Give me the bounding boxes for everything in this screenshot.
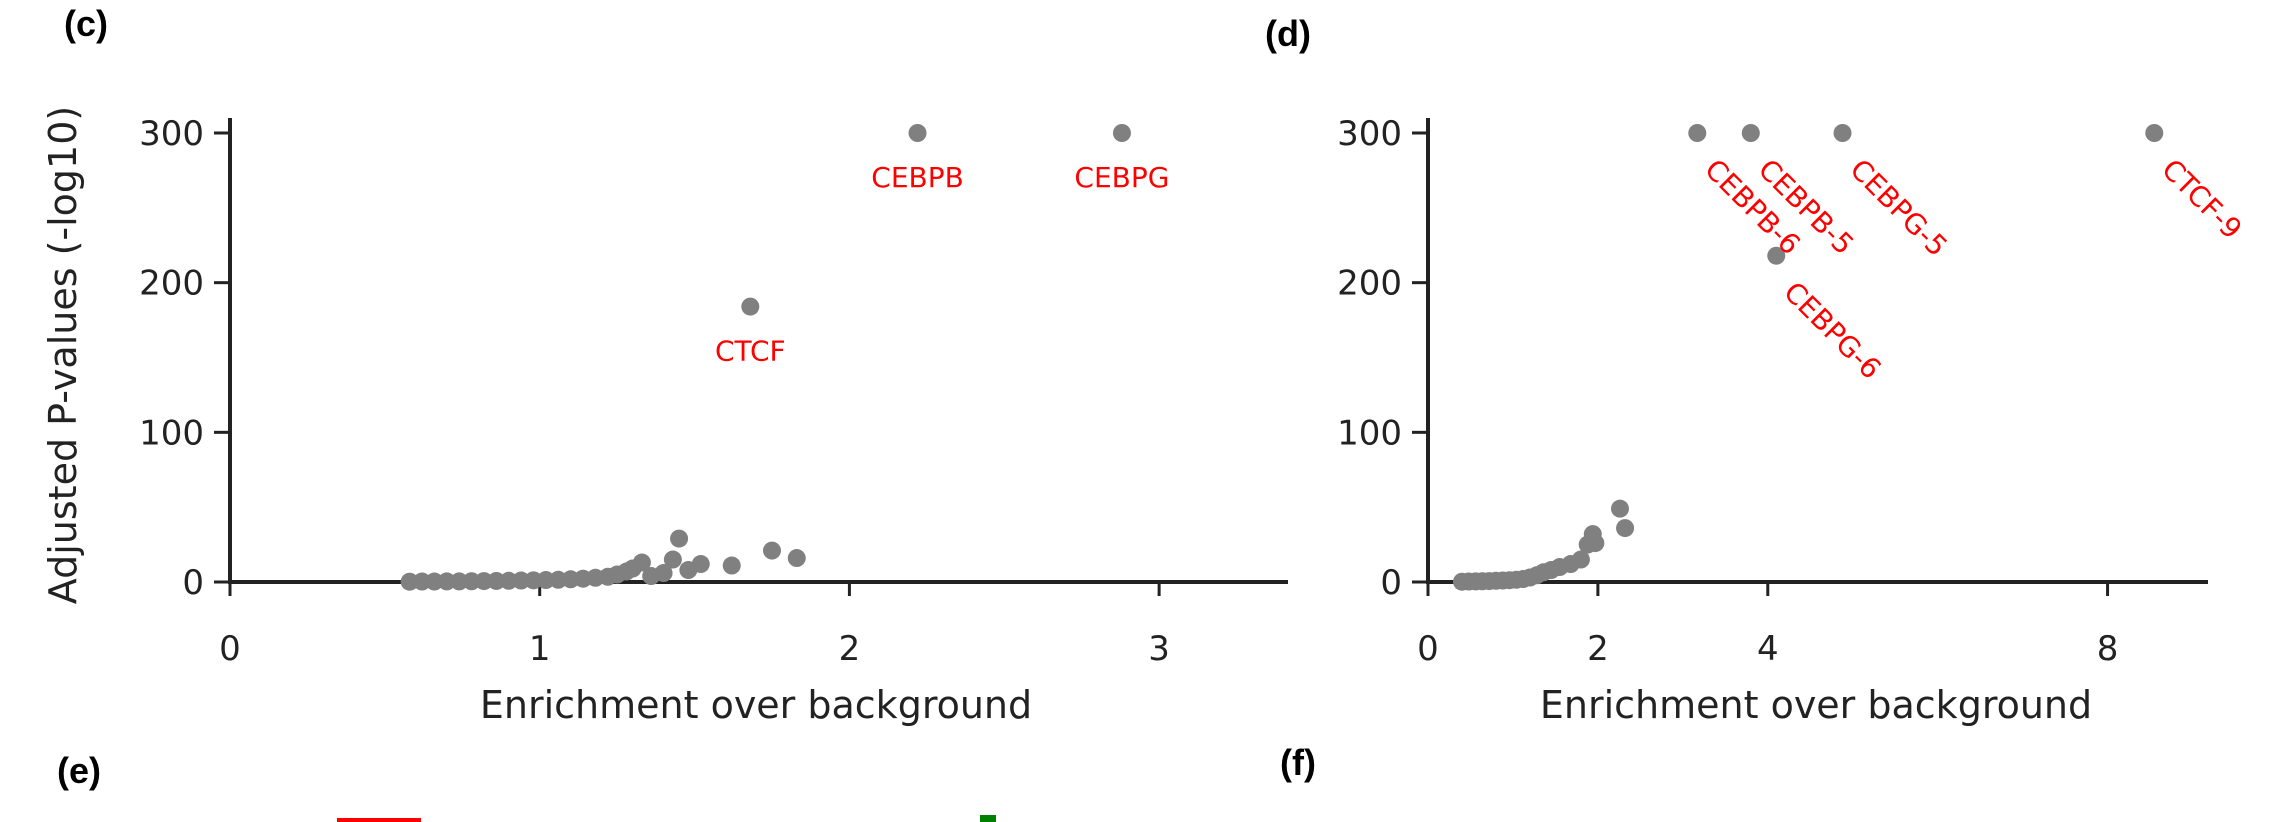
y-tick-label-c-0: 0 [182,563,204,603]
annotation-c-cebpg: CEBPG [1074,161,1169,194]
x-tick-label-d-1: 2 [1587,629,1609,669]
y-axis-title-c: Adjusted P-values (-log10) [41,106,85,604]
panel-label-d: (d) [1265,13,1311,54]
data-point-c-32 [1112,124,1131,142]
data-point-d-19 [1586,534,1605,553]
y-tick-label-c-3: 300 [139,114,204,154]
data-point-d-26 [2145,124,2164,142]
x-axis-title-d: Enrichment over background [1540,683,2092,727]
data-point-c-9 [512,571,531,590]
data-point-c-23 [663,550,682,569]
x-tick-label-d-3: 8 [2097,629,2119,669]
data-point-d-21 [1616,519,1635,538]
data-point-c-30 [787,549,806,568]
data-point-c-1 [413,572,432,591]
annotation-d-cebpg-5: CEBPG-5 [1844,153,1954,263]
data-point-c-29 [762,541,781,560]
annotation-c-cebpb: CEBPB [871,161,964,194]
data-point-d-22 [1688,124,1707,142]
data-point-d-24 [1767,246,1786,265]
legend-mark-green [980,815,996,822]
data-point-c-6 [474,572,493,591]
data-point-c-28 [741,297,760,316]
data-point-d-23 [1741,124,1760,142]
y-tick-label-d-0: 0 [1380,563,1402,603]
data-point-d-20 [1610,499,1629,518]
data-point-c-0 [400,572,419,591]
y-tick-label-d-2: 200 [1337,264,1402,304]
x-tick-label-c-1: 1 [529,629,551,669]
data-point-c-4 [450,572,469,591]
x-tick-label-c-2: 2 [839,629,861,669]
data-point-c-7 [487,571,506,590]
data-point-c-22 [654,564,673,583]
data-point-c-24 [670,529,689,548]
x-tick-label-d-2: 4 [1757,629,1779,669]
data-point-d-16 [1571,550,1590,569]
panel-label-e: (e) [57,750,101,791]
data-point-c-31 [908,124,927,142]
y-tick-label-d-3: 300 [1337,114,1402,154]
x-tick-label-d-0: 0 [1417,629,1439,669]
y-tick-label-c-1: 100 [139,413,204,453]
data-point-c-2 [425,572,444,591]
y-tick-label-d-1: 100 [1337,413,1402,453]
annotation-c-ctcf: CTCF [715,335,786,368]
panel-label-c: (c) [64,3,108,44]
x-axis-title-c: Enrichment over background [480,683,1032,727]
data-point-c-5 [462,572,481,591]
data-point-c-3 [437,572,456,591]
annotation-d-cebpg-6: CEBPG-6 [1777,275,1887,385]
y-tick-label-c-2: 200 [139,264,204,304]
x-tick-label-c-0: 0 [219,629,241,669]
data-point-c-26 [691,555,710,574]
panel-label-f: (f) [1280,742,1316,783]
data-point-c-20 [632,553,651,572]
annotation-d-ctcf-9: CTCF-9 [2155,153,2248,246]
data-point-c-27 [722,556,741,575]
x-tick-label-c-3: 3 [1148,629,1170,669]
data-point-d-25 [1833,124,1852,142]
scatter-chart-c: 0 1 2 3 0 100 200 300 CTCF CEBPB CEBPG Enrichment… [41,106,1288,727]
